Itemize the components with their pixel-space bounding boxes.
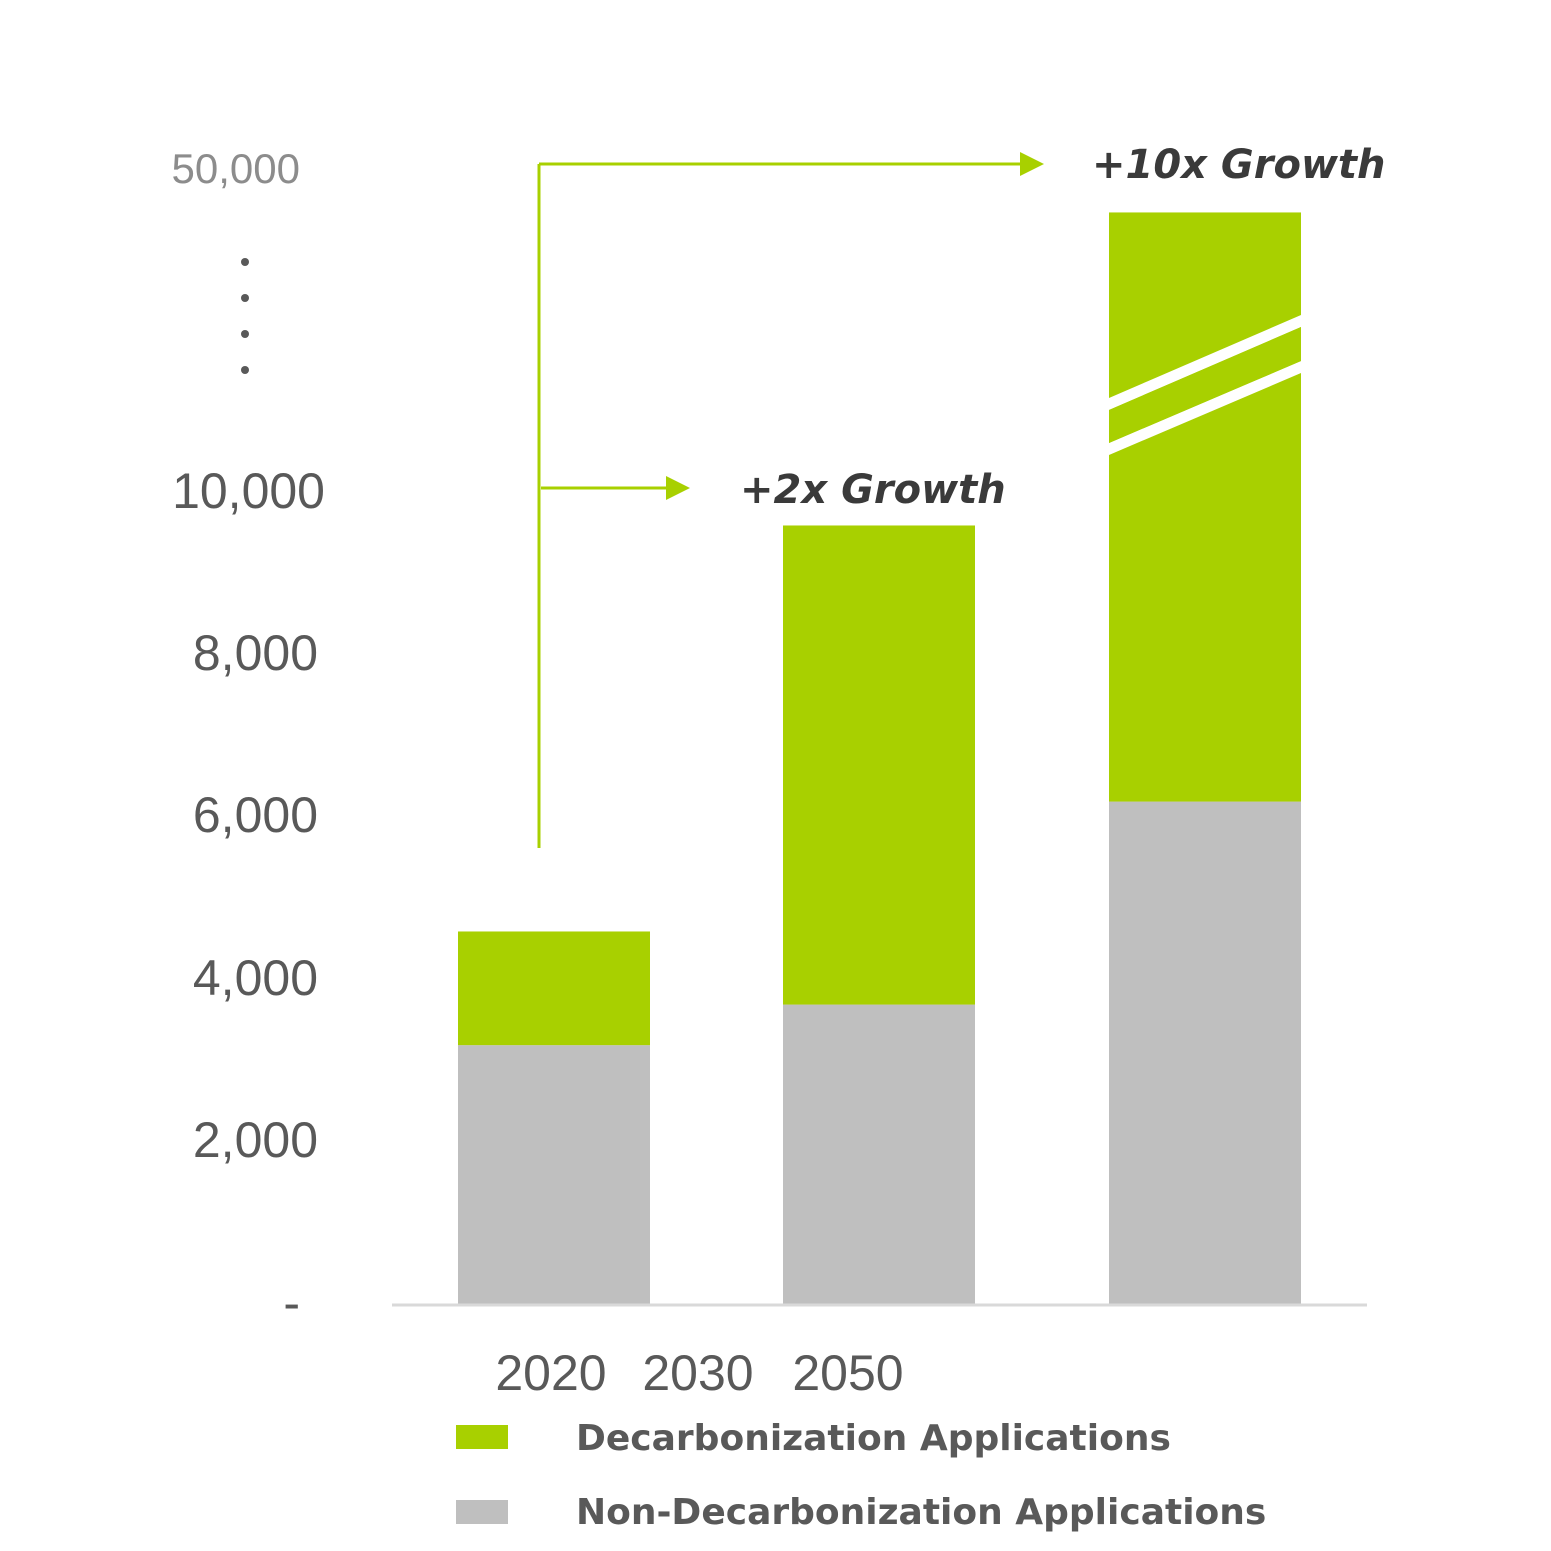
x-tick-label-2030: 2030 <box>642 1345 753 1401</box>
bar-2030-decarbonization <box>783 525 975 1005</box>
legend-swatch-decarbonization <box>456 1425 508 1449</box>
y-tick-label-50000: 50,000 <box>172 145 300 192</box>
axis-break-dot <box>241 330 249 338</box>
x-tick-label-2020: 2020 <box>495 1345 606 1401</box>
bar-2020-non-decarbonization <box>458 1045 650 1305</box>
y-tick-label-10000: 10,000 <box>172 463 325 519</box>
axis-break-dot <box>241 294 249 302</box>
growth-annotation-2x: +2x Growth <box>740 467 1006 513</box>
legend-label-non-decarbonization: Non-Decarbonization Applications <box>576 1492 1266 1533</box>
axis-break-band <box>1109 327 1301 443</box>
axis-break-dot <box>241 258 249 266</box>
bar-2050-decarbonization <box>1109 212 1301 802</box>
legend-swatch-non-decarbonization <box>456 1500 508 1524</box>
bar-2030-non-decarbonization <box>783 1004 975 1305</box>
bar-2050-non-decarbonization <box>1109 801 1301 1305</box>
growth-arrows <box>537 152 1044 848</box>
axis-break-dot <box>241 366 249 374</box>
bars <box>458 212 1301 1305</box>
y-tick-label-8000: 8,000 <box>193 625 318 681</box>
growth-arrow-2x-head <box>666 476 690 500</box>
y-tick-label-0: - <box>283 1275 300 1331</box>
axis-break-dots <box>241 258 249 374</box>
y-tick-label-4000: 4,000 <box>193 950 318 1006</box>
growth-arrow-10x-head <box>1020 152 1044 176</box>
x-tick-label-2050: 2050 <box>792 1345 903 1401</box>
axis-break-mark <box>1109 361 1301 455</box>
growth-annotation-10x: +10x Growth <box>1092 142 1386 188</box>
y-tick-label-2000: 2,000 <box>193 1112 318 1168</box>
y-tick-label-6000: 6,000 <box>193 787 318 843</box>
legend-label-decarbonization: Decarbonization Applications <box>576 1418 1171 1459</box>
axis-break-mark <box>1109 315 1301 410</box>
bar-2020-decarbonization <box>458 931 650 1046</box>
